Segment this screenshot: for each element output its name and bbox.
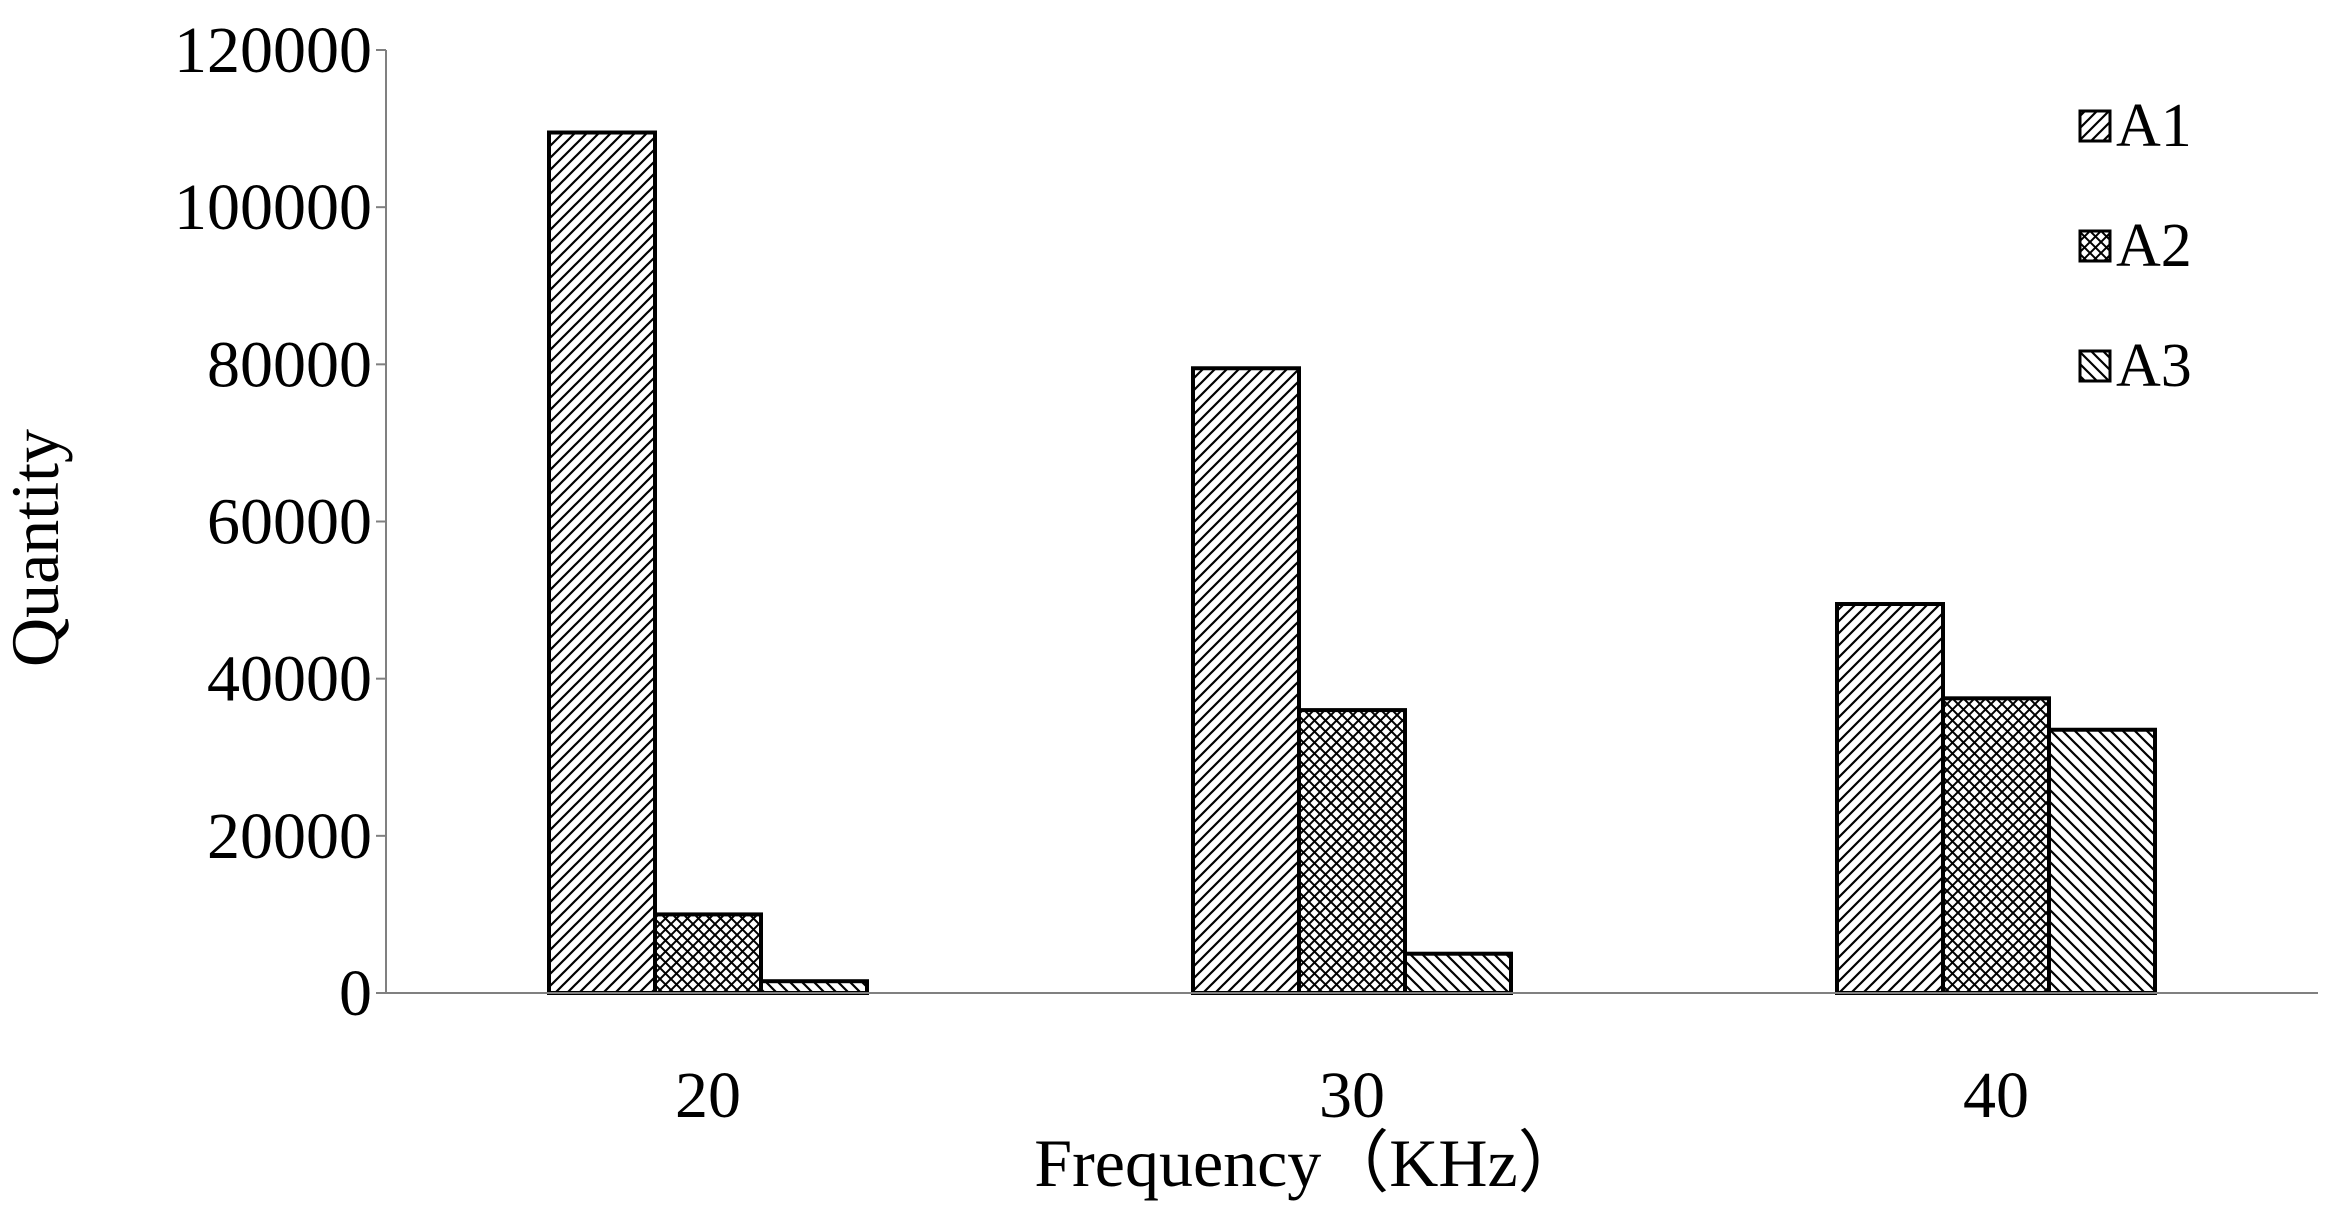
legend-label-a3: A3 [2116,332,2192,400]
bar-a1-40 [1835,602,1945,995]
bar-a1-30 [1191,366,1301,995]
y-tick-label: 60000 [207,486,372,559]
x-tick-label: 40 [1963,1059,2029,1132]
legend-swatch-a3 [2078,349,2112,383]
legend-swatch-a2 [2078,229,2112,263]
bar-a3-20 [759,979,869,996]
bar-a1-20 [547,130,657,995]
x-axis: 20 30 40 [386,992,2318,1132]
y-tick-label: 100000 [174,171,372,244]
legend-swatch-a1 [2078,109,2112,143]
y-tick-label: 40000 [207,643,372,716]
legend-label-a1: A1 [2116,92,2192,160]
bar-a3-30 [1403,951,1513,995]
bar-a2-20 [653,912,763,996]
y-tick-label: 0 [339,957,372,1030]
legend: A1 A2 A3 [2078,92,2192,400]
y-axis: 0 20000 40000 60000 80000 100000 120000 [174,14,387,1030]
x-tick-label: 20 [675,1059,741,1132]
bar-a3-40 [2047,727,2157,996]
y-tick-label: 20000 [207,800,372,873]
x-axis-title: Frequency（KHz） [1034,1125,1585,1201]
plot-area [547,130,2157,996]
bar-a2-40 [1941,696,2051,995]
y-axis-title: Quantity [0,429,73,667]
legend-label-a2: A2 [2116,212,2192,280]
x-tick-label: 30 [1319,1059,1385,1132]
bar-a2-30 [1297,708,1407,995]
y-tick-label: 80000 [207,328,372,401]
y-tick-label: 120000 [174,14,372,87]
